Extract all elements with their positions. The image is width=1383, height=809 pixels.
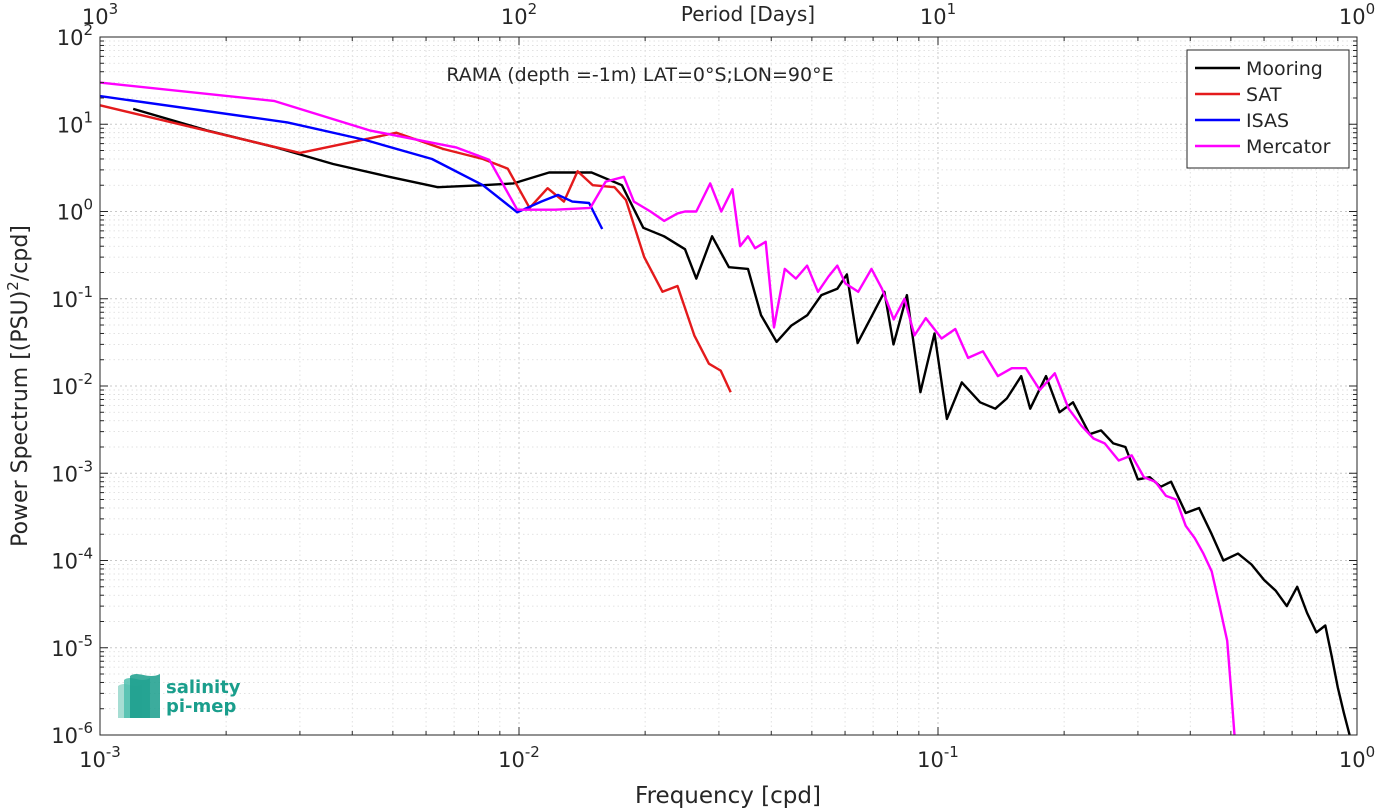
top-tick-label: 100 bbox=[1339, 0, 1375, 29]
y-tick-label: 10-5 bbox=[51, 632, 93, 661]
legend-box bbox=[1186, 49, 1350, 169]
y-tick-label: 100 bbox=[57, 196, 93, 225]
y-axis-label-exponent: 2 bbox=[4, 281, 22, 291]
minor-grid bbox=[100, 37, 1357, 735]
legend-label-isas: ISAS bbox=[1246, 110, 1289, 132]
top-tick-label: 101 bbox=[920, 0, 956, 29]
chart-title: RAMA (depth =-1m) LAT=0°S;LON=90°E bbox=[446, 64, 833, 86]
y-tick-label: 10-2 bbox=[51, 370, 93, 399]
x-tick-label: 100 bbox=[1339, 743, 1375, 772]
top-tick-label: 103 bbox=[82, 0, 118, 29]
y-axis-label-tail: /cpd] bbox=[8, 225, 33, 281]
wave-logo-icon bbox=[118, 674, 160, 718]
y-tick-label: 10-6 bbox=[51, 719, 93, 748]
series-line-mercator bbox=[99, 81, 1236, 736]
top-axis-label: Period [Days] bbox=[681, 2, 815, 26]
top-tick-label: 102 bbox=[501, 0, 537, 29]
axis-ticks bbox=[99, 36, 1358, 736]
x-tick-label: 10-1 bbox=[917, 743, 959, 772]
y-tick-label: 102 bbox=[57, 21, 93, 50]
legend-label-sat: SAT bbox=[1246, 84, 1282, 106]
y-tick-label: 101 bbox=[57, 108, 93, 137]
x-axis-label: Frequency [cpd] bbox=[635, 783, 821, 809]
logo-text-pi-mep: pi-mep bbox=[166, 696, 236, 717]
series-layer bbox=[99, 81, 1351, 736]
logo-text-salinity: salinity bbox=[166, 677, 241, 698]
legend-label-mooring: Mooring bbox=[1246, 58, 1323, 80]
series-line-sat bbox=[99, 104, 732, 393]
x-tick-label: 10-3 bbox=[79, 743, 121, 772]
y-axis-label-main: Power Spectrum [(PSU) bbox=[8, 291, 33, 547]
x-tick-label: 10-2 bbox=[498, 743, 540, 772]
y-tick-label: 10-3 bbox=[51, 457, 93, 486]
y-axis-label: Power Spectrum [(PSU)2/cpd] bbox=[4, 225, 33, 547]
series-line-mooring bbox=[132, 107, 1351, 736]
y-tick-label: 10-4 bbox=[51, 545, 93, 574]
series-line-isas bbox=[99, 94, 604, 230]
legend-label-mercator: Mercator bbox=[1246, 136, 1331, 158]
legend: Mooring SAT ISAS Mercator bbox=[1186, 49, 1350, 169]
salinity-pi-mep-logo: salinity pi-mep bbox=[118, 674, 241, 718]
y-tick-label: 10-1 bbox=[51, 283, 93, 312]
